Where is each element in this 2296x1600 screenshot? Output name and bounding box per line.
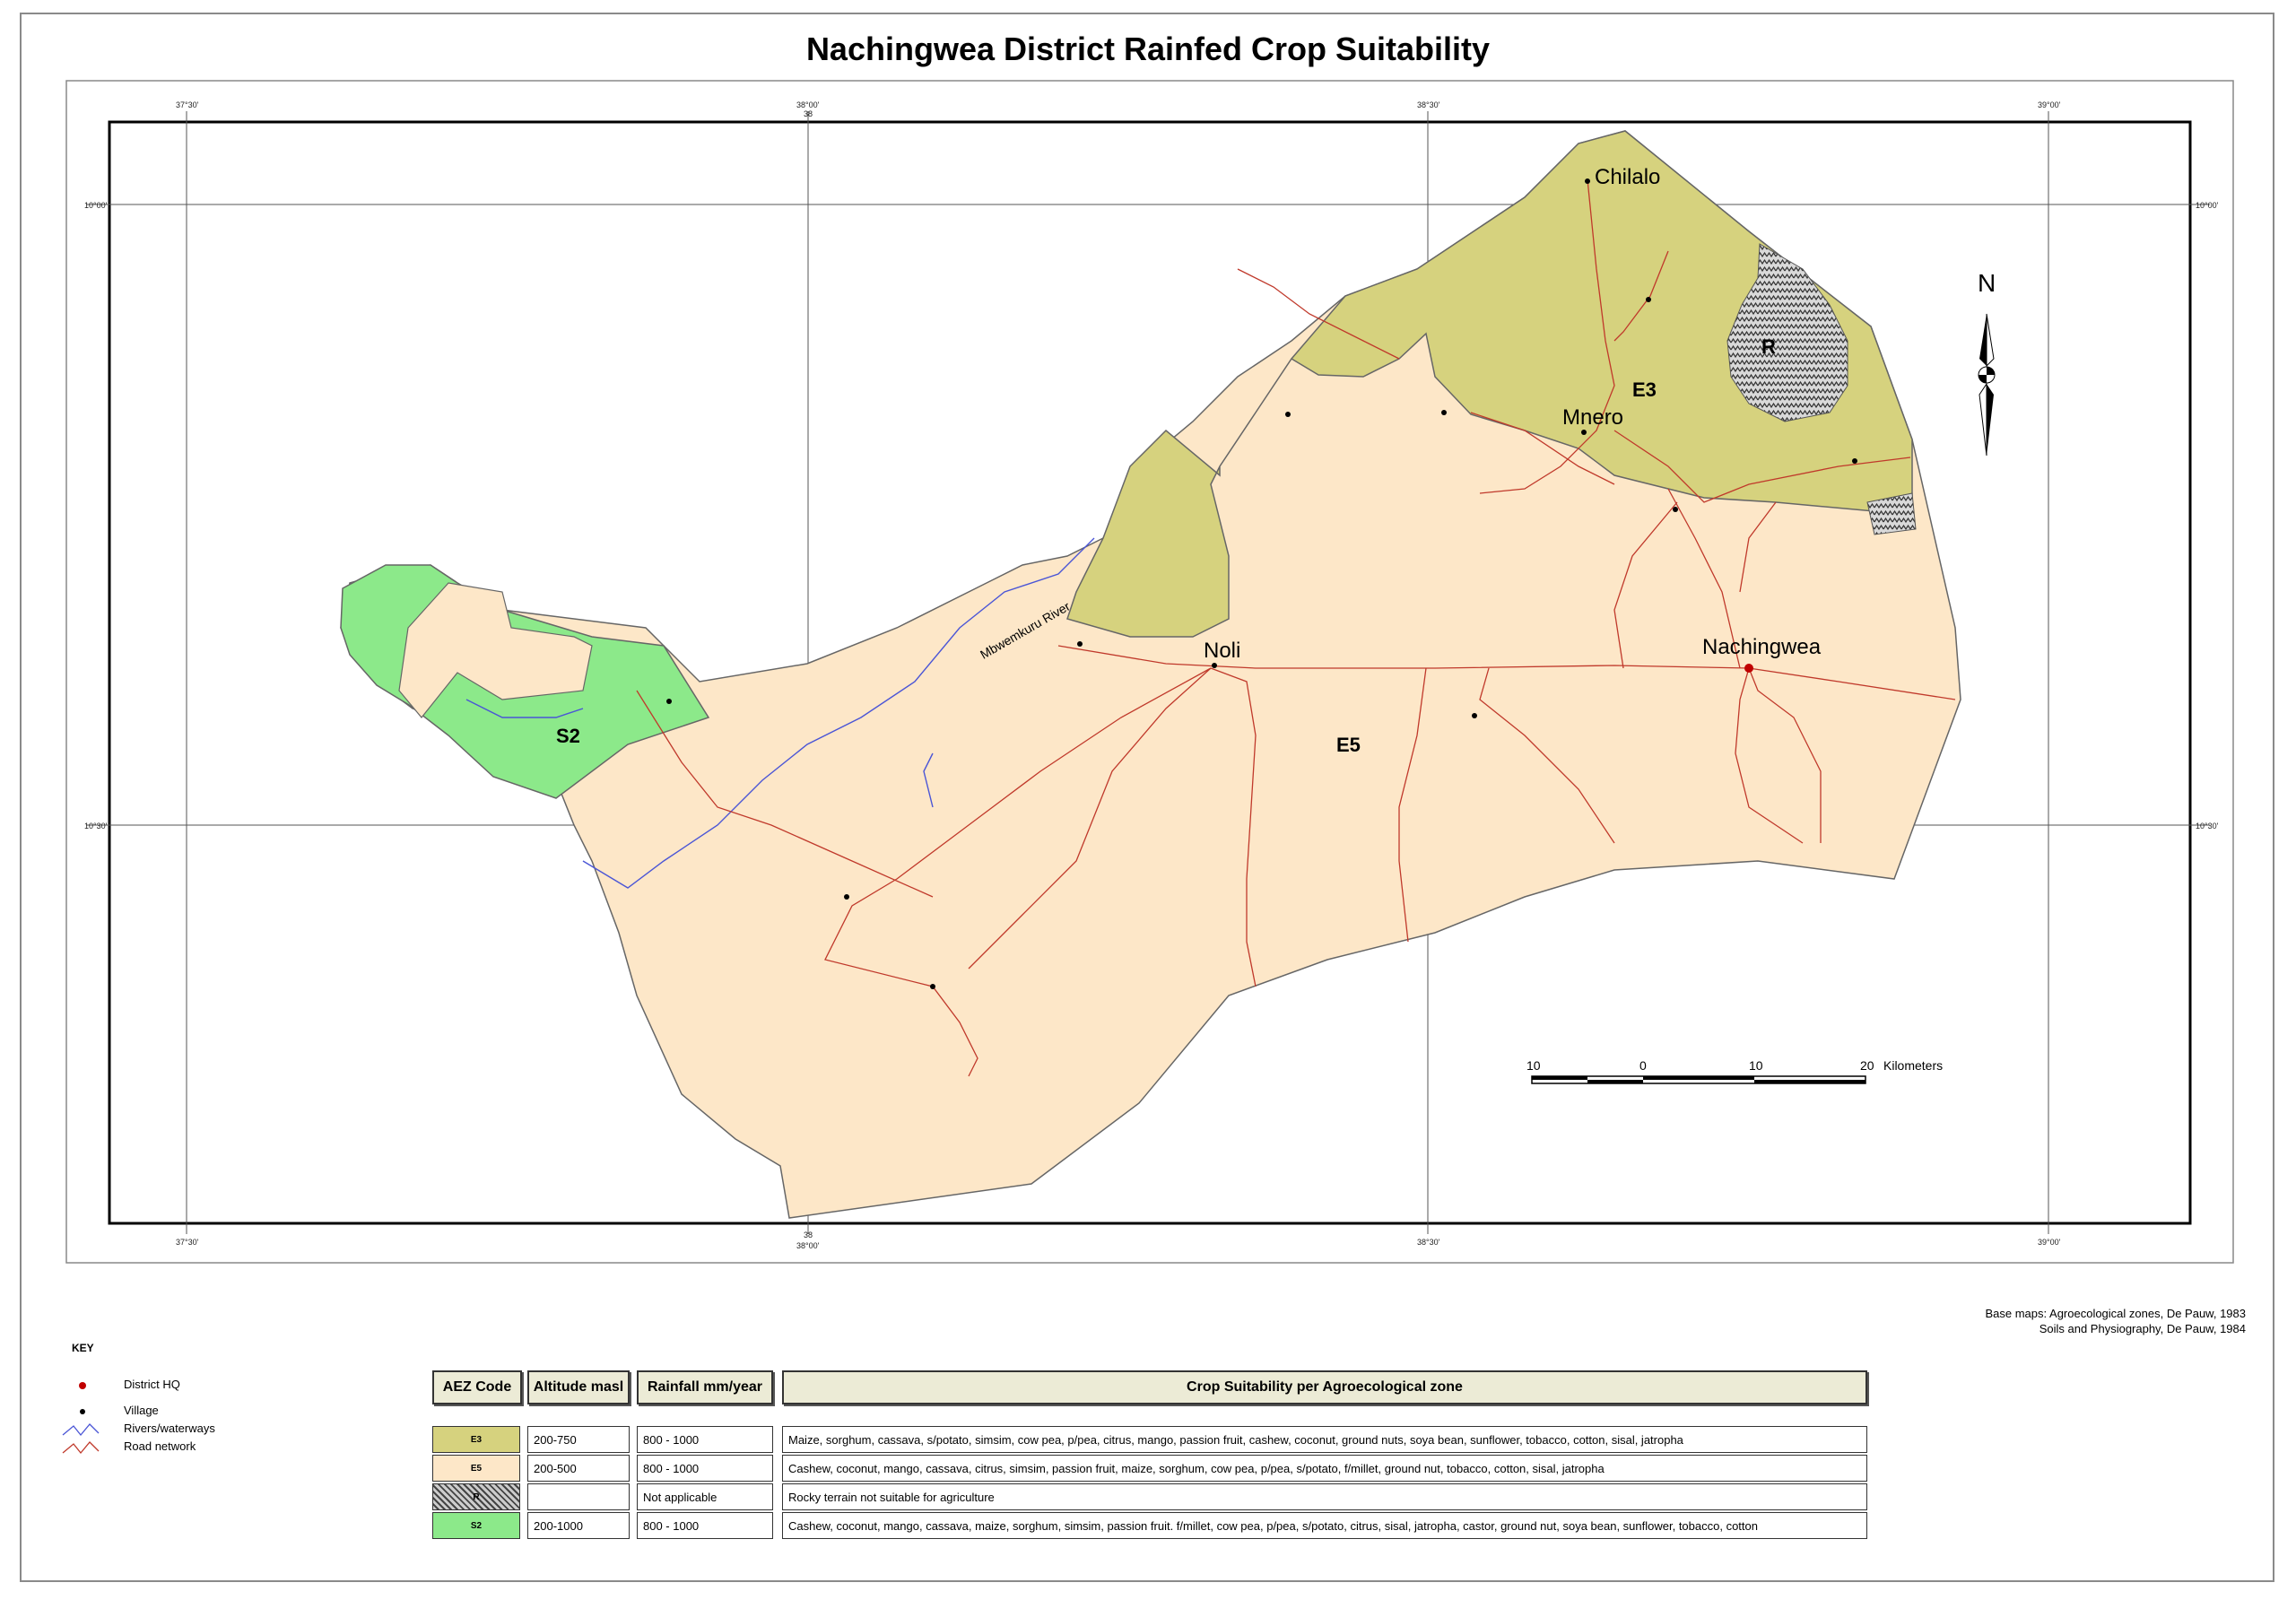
scale-tick: 10 [1526,1058,1541,1073]
legend-header-aez: AEZ Code [432,1370,522,1404]
legend-header-altitude: Altitude masl [527,1370,630,1404]
road-network [636,178,1956,1077]
key-symbols [62,1382,100,1455]
grid-label-top: 38°30' [1417,100,1440,109]
legend-header-rainfall: Rainfall mm/year [637,1370,773,1404]
map-title: Nachingwea District Rainfed Crop Suitabi… [805,30,1491,67]
key-item-district-hq: District HQ [124,1378,180,1391]
legend-crops: Maize, sorghum, cassava, s/potato, simsi… [782,1426,1867,1453]
key-item-rivers: Rivers/waterways [124,1422,215,1435]
north-arrow-icon [1978,313,1996,457]
scale-unit: Kilometers [1883,1058,1944,1073]
source-line: Base maps: Agroecological zones, De Pauw… [1985,1307,2246,1320]
grid-label-top-sub: 38 [804,109,813,118]
legend-swatch-r: R [432,1483,520,1510]
legend-header-crops: Crop Suitability per Agroecological zone [782,1370,1867,1404]
scale-tick: 0 [1639,1058,1647,1073]
place-label-nachingwea: Nachingwea [1702,635,1822,659]
grid-label-top: 37°30' [176,100,199,109]
zone-label-r: R [1761,335,1776,358]
north-label: N [1978,269,1996,297]
map-source: Base maps: Agroecological zones, De Pauw… [1985,1306,2246,1336]
legend-swatch-s2: S2 [432,1512,520,1539]
legend-crops: Cashew, coconut, mango, cassava, maize, … [782,1512,1867,1539]
source-line: Soils and Physiography, De Pauw, 1984 [2039,1322,2246,1335]
key-item-roads: Road network [124,1439,196,1453]
legend-altitude: 200-750 [527,1426,630,1453]
legend-altitude: 200-1000 [527,1512,630,1539]
grid-label-bottom-sub: 38 [804,1230,813,1239]
zone-r [1726,243,1848,422]
zone-e3 [1066,130,1913,638]
grid-label-left: 10°00' [84,201,108,210]
key-title: KEY [72,1342,94,1354]
grid-label-bottom: 38°00' [796,1241,820,1250]
key-item-village: Village [124,1404,159,1417]
grid-label-right: 10°00' [2196,201,2219,210]
page-frame [20,13,2274,1582]
zone-e5-inlay [398,582,593,718]
legend-swatch-e3: E3 [432,1426,520,1453]
grid-label-top: 39°00' [2038,100,2061,109]
place-label-chilalo: Chilalo [1595,165,1661,189]
zone-r-small [1866,492,1917,535]
legend-altitude [527,1483,630,1510]
legend-crops: Rocky terrain not suitable for agricultu… [782,1483,1867,1510]
legend-altitude: 200-500 [527,1455,630,1482]
zone-label-s2: S2 [556,725,580,747]
scale-tick: 20 [1860,1058,1874,1073]
place-label-mnero: Mnero [1562,405,1624,430]
zone-label-e3: E3 [1632,378,1657,401]
legend-rainfall: 800 - 1000 [637,1455,773,1482]
zone-label-e5: E5 [1336,734,1361,756]
grid-label-bottom: 39°00' [2038,1238,2061,1247]
grid-label-top: 38°00' [796,100,820,109]
grid-label-left: 10°30' [84,822,108,830]
grid-label-right: 10°30' [2196,822,2219,830]
grid-label-bottom: 38°30' [1417,1238,1440,1247]
villages [666,178,1857,989]
rivers [465,537,1095,889]
place-label-noli: Noli [1204,639,1241,663]
legend-rainfall: 800 - 1000 [637,1426,773,1453]
grid-label-bottom: 37°30' [176,1238,199,1247]
scale-bar [1531,1075,1866,1084]
district-hq-marker [1744,664,1753,673]
legend-rainfall: 800 - 1000 [637,1512,773,1539]
legend-swatch-e5: E5 [432,1455,520,1482]
legend-rainfall: Not applicable [637,1483,773,1510]
legend-crops: Cashew, coconut, mango, cassava, citrus,… [782,1455,1867,1482]
scale-tick: 10 [1749,1058,1763,1073]
